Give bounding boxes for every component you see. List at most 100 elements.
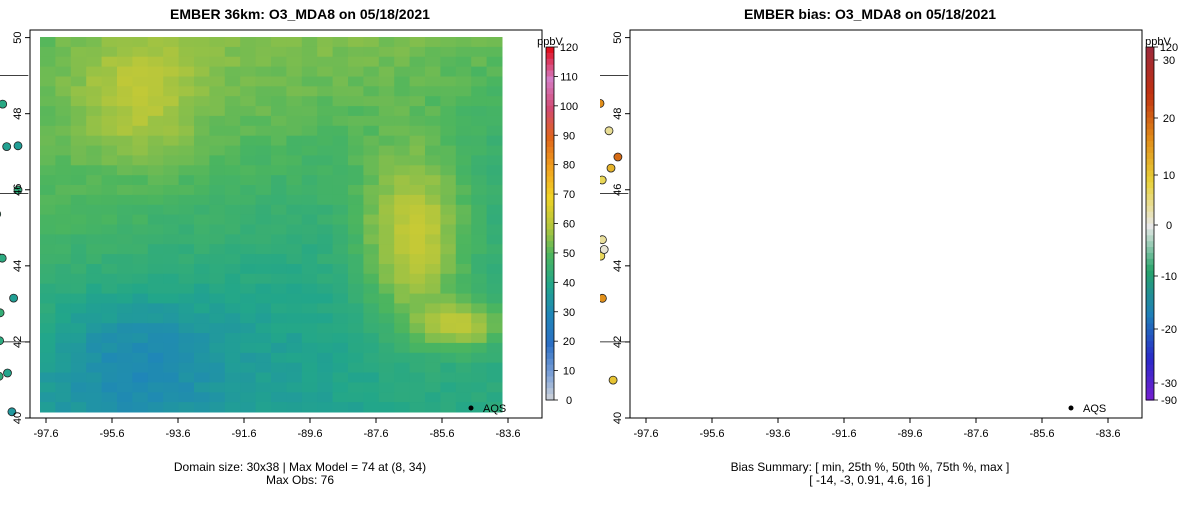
model-grid-cell (117, 37, 133, 48)
model-grid-cell (271, 333, 287, 344)
model-grid-cell (301, 106, 318, 117)
model-grid-cell (455, 323, 472, 334)
model-grid-cell (240, 214, 257, 225)
model-grid-cell (55, 392, 72, 403)
model-grid-cell (363, 382, 380, 393)
model-grid-cell (255, 382, 272, 393)
model-grid-cell (209, 382, 226, 393)
model-grid-cell (378, 76, 395, 87)
model-grid-cell (86, 165, 103, 176)
model-grid-cell (101, 56, 118, 68)
model-grid-cell (271, 303, 287, 314)
model-grid-cell (363, 323, 380, 334)
model-grid-cell (425, 372, 441, 383)
model-grid-cell (286, 244, 303, 255)
model-grid-cell (163, 244, 180, 255)
model-grid-cell (40, 323, 56, 334)
model-grid-cell (55, 273, 72, 285)
colorbar-swatch (546, 211, 554, 219)
model-grid-cell (378, 224, 395, 235)
station-point (613, 152, 623, 162)
model-grid-cell (317, 96, 334, 107)
model-grid-cell (286, 66, 303, 77)
aqs-label: AQS (1083, 403, 1106, 415)
model-grid-cell (332, 66, 349, 77)
colorbar-tick-label: 0 (566, 395, 572, 407)
model-grid-cell (486, 382, 503, 393)
model-grid-cell (409, 323, 426, 334)
model-grid-cell (255, 293, 272, 304)
model-grid-cell (332, 303, 349, 314)
model-grid-cell (301, 135, 318, 147)
colorbar-tick-label: 90 (563, 130, 575, 142)
station-point (13, 141, 23, 151)
model-grid-cell (348, 125, 364, 137)
model-grid-cell (363, 273, 380, 285)
model-grid-cell (163, 342, 180, 354)
model-grid-cell (440, 372, 457, 383)
model-grid-cell (86, 342, 103, 354)
station-point (599, 245, 609, 254)
model-grid-cell (132, 76, 149, 87)
model-grid-cell (55, 66, 72, 77)
model-grid-cell (178, 244, 195, 255)
model-grid-cell (271, 76, 287, 87)
model-grid-cell (101, 96, 118, 107)
model-grid-cell (486, 165, 503, 176)
model-grid-cell (209, 145, 226, 156)
model-grid-cell (101, 293, 118, 304)
model-grid-cell (286, 382, 303, 393)
colorbar-tick-label: -20 (1161, 324, 1177, 336)
model-grid-cell (363, 37, 380, 48)
model-grid-cell (425, 76, 441, 87)
model-grid-cell (101, 175, 118, 186)
model-grid-cell (194, 254, 210, 265)
model-grid-cell (394, 372, 411, 383)
model-grid-cell (240, 333, 257, 344)
model-grid-cell (455, 115, 472, 127)
model-grid-cell (301, 402, 318, 413)
model-grid-cell (163, 293, 180, 304)
model-grid-cell (40, 185, 56, 196)
model-grid-cell (224, 86, 241, 97)
model-grid-cell (117, 293, 133, 304)
model-grid-cell (163, 264, 180, 275)
model-grid-cell (378, 244, 395, 255)
model-grid-cell (86, 293, 103, 304)
model-grid-cell (317, 185, 334, 196)
model-grid-cell (332, 342, 349, 354)
model-grid-cell (255, 155, 272, 166)
model-grid-cell (240, 254, 257, 265)
model-grid-cell (486, 323, 503, 334)
model-grid-cell (271, 264, 287, 275)
model-grid-cell (101, 402, 118, 413)
model-grid-cell (86, 106, 103, 117)
model-grid-cell (55, 204, 72, 216)
model-grid-cell (363, 194, 380, 206)
colorbar-swatch (546, 311, 554, 319)
model-grid-cell (348, 323, 364, 334)
model-grid-cell (163, 254, 180, 265)
y-tick-label: 44 (612, 260, 624, 272)
model-grid-cell (455, 352, 472, 364)
model-grid-cell (378, 96, 395, 107)
model-grid-cell (455, 175, 472, 186)
model-grid-cell (40, 46, 56, 58)
colorbar-swatch (546, 58, 554, 66)
model-grid-cell (363, 342, 380, 354)
model-grid-cell (163, 165, 180, 176)
model-grid-cell (301, 155, 318, 166)
model-grid-cell (147, 342, 164, 354)
model-grid-cell (178, 194, 195, 206)
model-grid-cell (348, 56, 364, 68)
model-grid-cell (132, 66, 149, 77)
colorbar-tick-label: 60 (563, 219, 575, 231)
model-grid-cell (425, 362, 441, 374)
colorbar-swatch (546, 123, 554, 130)
model-grid-cell (147, 313, 164, 324)
model-grid-cell (425, 323, 441, 334)
model-grid-cell (486, 224, 503, 235)
model-grid-cell (425, 224, 441, 235)
model-grid-cell (40, 125, 56, 137)
model-grid-cell (486, 273, 503, 285)
